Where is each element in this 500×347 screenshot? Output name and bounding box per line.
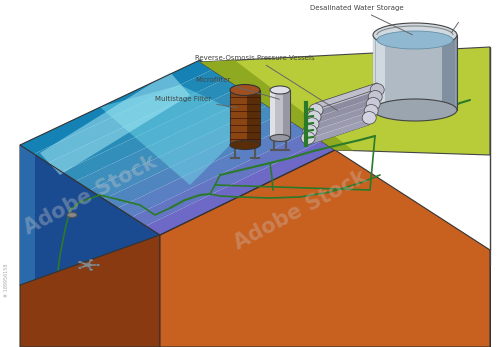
Polygon shape — [312, 97, 373, 131]
Polygon shape — [200, 60, 354, 151]
Ellipse shape — [96, 264, 100, 266]
Ellipse shape — [373, 23, 457, 47]
Ellipse shape — [303, 125, 317, 137]
Polygon shape — [34, 69, 227, 163]
Ellipse shape — [366, 98, 380, 110]
Ellipse shape — [301, 132, 315, 144]
Ellipse shape — [230, 85, 260, 95]
Polygon shape — [76, 96, 268, 190]
Ellipse shape — [84, 263, 92, 267]
Ellipse shape — [89, 259, 93, 261]
Polygon shape — [312, 105, 373, 131]
Ellipse shape — [373, 99, 457, 121]
Polygon shape — [20, 145, 160, 347]
Text: Microfilter: Microfilter — [195, 77, 280, 99]
Ellipse shape — [67, 212, 77, 218]
Polygon shape — [270, 90, 290, 138]
Ellipse shape — [364, 104, 378, 117]
Polygon shape — [442, 35, 457, 110]
Ellipse shape — [78, 267, 82, 269]
Ellipse shape — [270, 135, 290, 142]
Ellipse shape — [270, 86, 290, 94]
Polygon shape — [20, 60, 214, 154]
Text: Desalinated Water Storage: Desalinated Water Storage — [310, 5, 412, 35]
Polygon shape — [230, 90, 260, 145]
Polygon shape — [62, 87, 254, 181]
Polygon shape — [316, 83, 377, 117]
Polygon shape — [40, 72, 190, 175]
Polygon shape — [373, 35, 385, 110]
Polygon shape — [316, 91, 377, 117]
Polygon shape — [308, 119, 369, 145]
Polygon shape — [283, 90, 290, 138]
Ellipse shape — [89, 269, 93, 271]
Polygon shape — [118, 123, 308, 217]
Ellipse shape — [307, 111, 321, 123]
Ellipse shape — [309, 104, 323, 116]
Polygon shape — [48, 78, 240, 172]
Polygon shape — [20, 235, 160, 347]
Polygon shape — [146, 141, 335, 235]
Ellipse shape — [362, 111, 376, 124]
Polygon shape — [100, 85, 255, 185]
Text: Multistage Filter: Multistage Filter — [155, 96, 238, 108]
Text: # 189956158: # 189956158 — [4, 263, 10, 297]
Polygon shape — [270, 90, 275, 138]
Polygon shape — [247, 90, 260, 145]
Polygon shape — [310, 112, 371, 138]
Text: Adobe Stock: Adobe Stock — [20, 152, 160, 238]
Polygon shape — [373, 35, 457, 110]
Ellipse shape — [370, 84, 384, 96]
Ellipse shape — [78, 261, 82, 263]
Polygon shape — [314, 90, 375, 124]
Ellipse shape — [305, 118, 319, 130]
Ellipse shape — [377, 31, 453, 49]
Ellipse shape — [230, 141, 260, 150]
Polygon shape — [160, 150, 335, 347]
Polygon shape — [132, 132, 322, 226]
Polygon shape — [314, 98, 375, 124]
Polygon shape — [200, 47, 490, 155]
Polygon shape — [308, 111, 369, 145]
Polygon shape — [20, 145, 35, 285]
Polygon shape — [310, 104, 371, 138]
Text: Adobe Stock: Adobe Stock — [230, 167, 370, 253]
Ellipse shape — [368, 91, 382, 103]
Text: Reverse-Osmosis Pressure Vessels: Reverse-Osmosis Pressure Vessels — [195, 55, 338, 110]
Polygon shape — [160, 150, 490, 347]
Polygon shape — [90, 105, 281, 199]
Polygon shape — [104, 114, 294, 208]
